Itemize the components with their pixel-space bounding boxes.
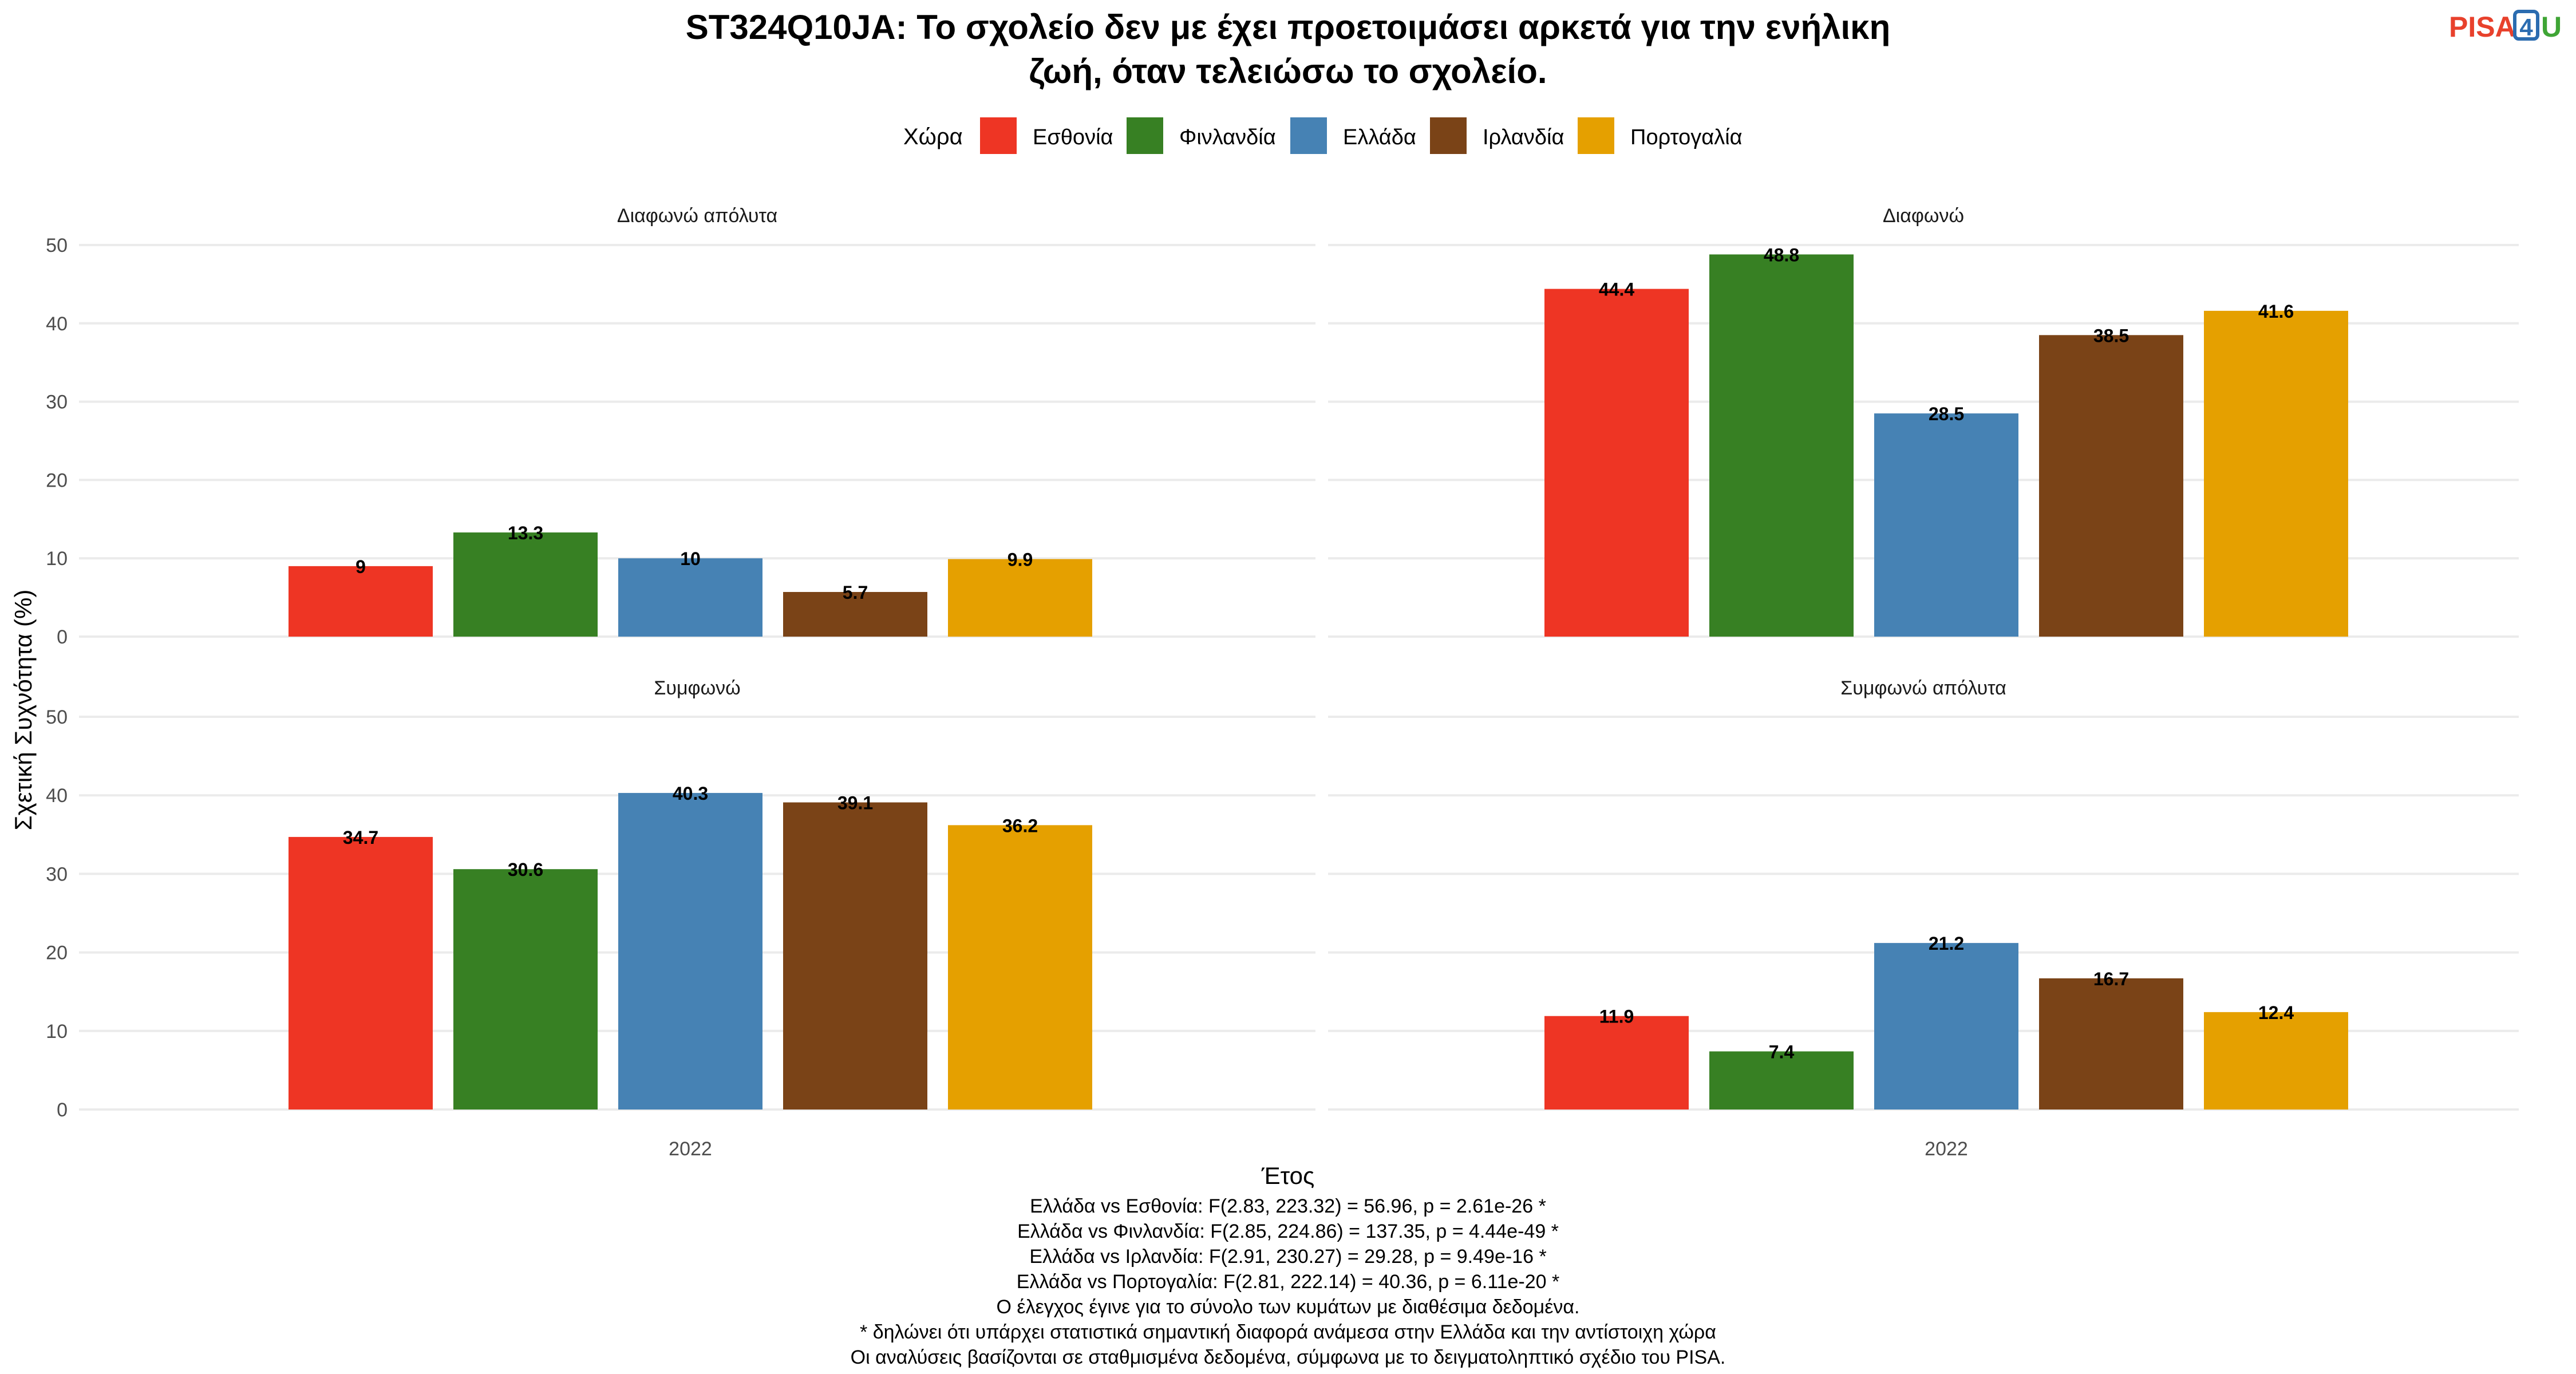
panel-2-data-label-1: 44.4 bbox=[1599, 279, 1634, 300]
y-tick-label-20: 20 bbox=[46, 469, 68, 491]
panel-1-bar-3 bbox=[618, 558, 762, 637]
legend-label-4: Ιρλανδία bbox=[1483, 125, 1564, 149]
panel-2-data-label-3: 28.5 bbox=[1929, 404, 1964, 424]
panel-4-bar-5 bbox=[2204, 1012, 2348, 1110]
logo-text-pisa: PISA bbox=[2449, 11, 2516, 43]
panel-2-facet-label: Διαφωνώ bbox=[1883, 205, 1964, 227]
footnote-2: Ελλάδα vs Φινλανδία: F(2.85, 224.86) = 1… bbox=[1017, 1221, 1559, 1242]
pisa4u-logo: PISA 4 U bbox=[2449, 10, 2562, 43]
panel-3-x-tick-label: 2022 bbox=[669, 1138, 712, 1160]
x-axis-title: Έτος bbox=[1261, 1162, 1315, 1189]
y-tick-label-40: 40 bbox=[46, 313, 68, 335]
panel-3-data-label-1: 34.7 bbox=[343, 827, 378, 848]
panel-3-bar-1 bbox=[289, 836, 433, 1110]
panel-4: Συμφωνώ απόλυτα 11.9 7.4 21.2 16.7 12.4 2022 bbox=[1328, 677, 2519, 1160]
y-tick-label-10: 10 bbox=[46, 548, 68, 570]
panel-4-bar-3 bbox=[1874, 943, 2018, 1110]
panel-2-data-label-5: 41.6 bbox=[2258, 301, 2294, 322]
panel-2-bar-5 bbox=[2204, 310, 2348, 637]
panel-2-bar-4 bbox=[2039, 335, 2183, 637]
panel-2-bar-1 bbox=[1544, 289, 1689, 637]
legend-label-2: Φινλανδία bbox=[1179, 125, 1276, 149]
footnote-3: Ελλάδα vs Ιρλανδία: F(2.91, 230.27) = 29… bbox=[1029, 1246, 1546, 1268]
footnote-5: Ο έλεγχος έγινε για το σύνολο των κυμάτω… bbox=[997, 1296, 1580, 1318]
logo-box bbox=[2513, 10, 2539, 41]
panel-2-bar-2 bbox=[1709, 254, 1854, 637]
panel-2-bar-3 bbox=[1874, 413, 2018, 637]
panel-3-bar-3 bbox=[618, 793, 762, 1110]
panel-1: Διαφωνώ απόλυτα 0 10 20 30 40 50 9 13.3 10 5.7 9.9 bbox=[46, 205, 1315, 648]
y-tick-label-30: 30 bbox=[46, 392, 68, 413]
panel-1-bar-5 bbox=[948, 559, 1092, 637]
panel-3-data-label-4: 39.1 bbox=[837, 793, 873, 814]
panel-3-bar-5 bbox=[948, 825, 1092, 1110]
panel-3-facet-label: Συμφωνώ bbox=[654, 677, 740, 699]
panel-4-facet-label: Συμφωνώ απόλυτα bbox=[1840, 677, 2006, 699]
legend-swatch-2 bbox=[1127, 117, 1163, 154]
panel-4-bar-4 bbox=[2039, 978, 2183, 1110]
footnote-7: Οι αναλύσεις βασίζονται σε σταθμισμένα δ… bbox=[851, 1347, 1726, 1368]
panel-2: Διαφωνώ 44.4 48.8 28.5 38.5 41.6 bbox=[1328, 205, 2519, 638]
panel-1-data-label-5: 9.9 bbox=[1008, 550, 1033, 570]
panel-3-data-label-5: 36.2 bbox=[1002, 815, 1038, 836]
y-tick-label-20: 20 bbox=[46, 942, 68, 964]
footnotes: Ελλάδα vs Εσθονία: F(2.83, 223.32) = 56.… bbox=[851, 1195, 1726, 1368]
legend-swatch-3 bbox=[1290, 117, 1327, 154]
panel-4-bar-2 bbox=[1709, 1051, 1854, 1110]
panel-3: Συμφωνώ 0 10 20 30 40 50 34.7 30.6 40.3 39.1 36.2 20… bbox=[46, 677, 1315, 1160]
y-tick-label-50: 50 bbox=[46, 706, 68, 728]
panel-1-bar-4 bbox=[783, 592, 927, 637]
panel-1-data-label-1: 9 bbox=[355, 556, 366, 577]
legend-label-1: Εσθονία bbox=[1033, 125, 1113, 149]
legend-title: Χώρα bbox=[903, 124, 963, 149]
legend-swatch-5 bbox=[1578, 117, 1614, 154]
facet-panels: Διαφωνώ απόλυτα01020304050913.3105.79.9Δ… bbox=[46, 205, 2519, 1160]
y-tick-label-10: 10 bbox=[46, 1021, 68, 1043]
panel-1-data-label-2: 13.3 bbox=[508, 523, 543, 543]
logo-text-u: U bbox=[2541, 11, 2562, 43]
panel-4-x-tick-label: 2022 bbox=[1925, 1138, 1968, 1160]
footnote-1: Ελλάδα vs Εσθονία: F(2.83, 223.32) = 56.… bbox=[1030, 1195, 1546, 1217]
panel-3-bar-4 bbox=[783, 802, 927, 1110]
panel-4-data-label-3: 21.2 bbox=[1929, 933, 1964, 954]
chart-title-line-2: ζωή, όταν τελειώσω το σχολείο. bbox=[1029, 52, 1547, 90]
legend-label-3: Ελλάδα bbox=[1343, 125, 1416, 149]
panel-1-data-label-3: 10 bbox=[680, 548, 701, 569]
footnote-4: Ελλάδα vs Πορτογαλία: F(2.81, 222.14) = … bbox=[1017, 1271, 1559, 1293]
panel-1-bar-1 bbox=[289, 566, 433, 637]
panel-4-bar-1 bbox=[1544, 1016, 1689, 1110]
panel-3-data-label-3: 40.3 bbox=[673, 783, 708, 804]
panel-4-data-label-5: 12.4 bbox=[2258, 1002, 2294, 1023]
y-tick-label-0: 0 bbox=[57, 626, 68, 648]
y-axis-title: Σχετική Συχνότητα (%) bbox=[10, 590, 37, 831]
panel-1-bar-2 bbox=[453, 532, 598, 637]
legend-label-5: Πορτογαλία bbox=[1630, 125, 1743, 149]
panel-4-data-label-1: 11.9 bbox=[1599, 1006, 1634, 1027]
panel-2-data-label-4: 38.5 bbox=[2093, 325, 2129, 346]
footnote-6: * δηλώνει ότι υπάρχει στατιστικά σημαντι… bbox=[860, 1321, 1716, 1343]
panel-3-data-label-2: 30.6 bbox=[508, 859, 543, 880]
legend-swatch-4 bbox=[1430, 117, 1467, 154]
legend: Χώρα Εσθονία Φινλανδία Ελλάδα Ιρλανδία Πορτο… bbox=[903, 117, 1743, 154]
chart-title-line-1: ST324Q10JA: Το σχολείο δεν με έχει προετ… bbox=[686, 8, 1891, 46]
panel-4-data-label-2: 7.4 bbox=[1769, 1041, 1795, 1062]
panel-4-data-label-4: 16.7 bbox=[2093, 969, 2129, 989]
y-tick-label-30: 30 bbox=[46, 863, 68, 885]
panel-1-facet-label: Διαφωνώ απόλυτα bbox=[617, 205, 777, 227]
y-tick-label-0: 0 bbox=[57, 1099, 68, 1121]
panel-2-data-label-2: 48.8 bbox=[1764, 244, 1799, 265]
panel-3-bar-2 bbox=[453, 869, 598, 1110]
y-tick-label-50: 50 bbox=[46, 235, 68, 256]
y-tick-label-40: 40 bbox=[46, 785, 68, 807]
panel-1-data-label-4: 5.7 bbox=[843, 582, 868, 603]
legend-swatch-1 bbox=[980, 117, 1017, 154]
logo-text-4: 4 bbox=[2519, 14, 2533, 41]
